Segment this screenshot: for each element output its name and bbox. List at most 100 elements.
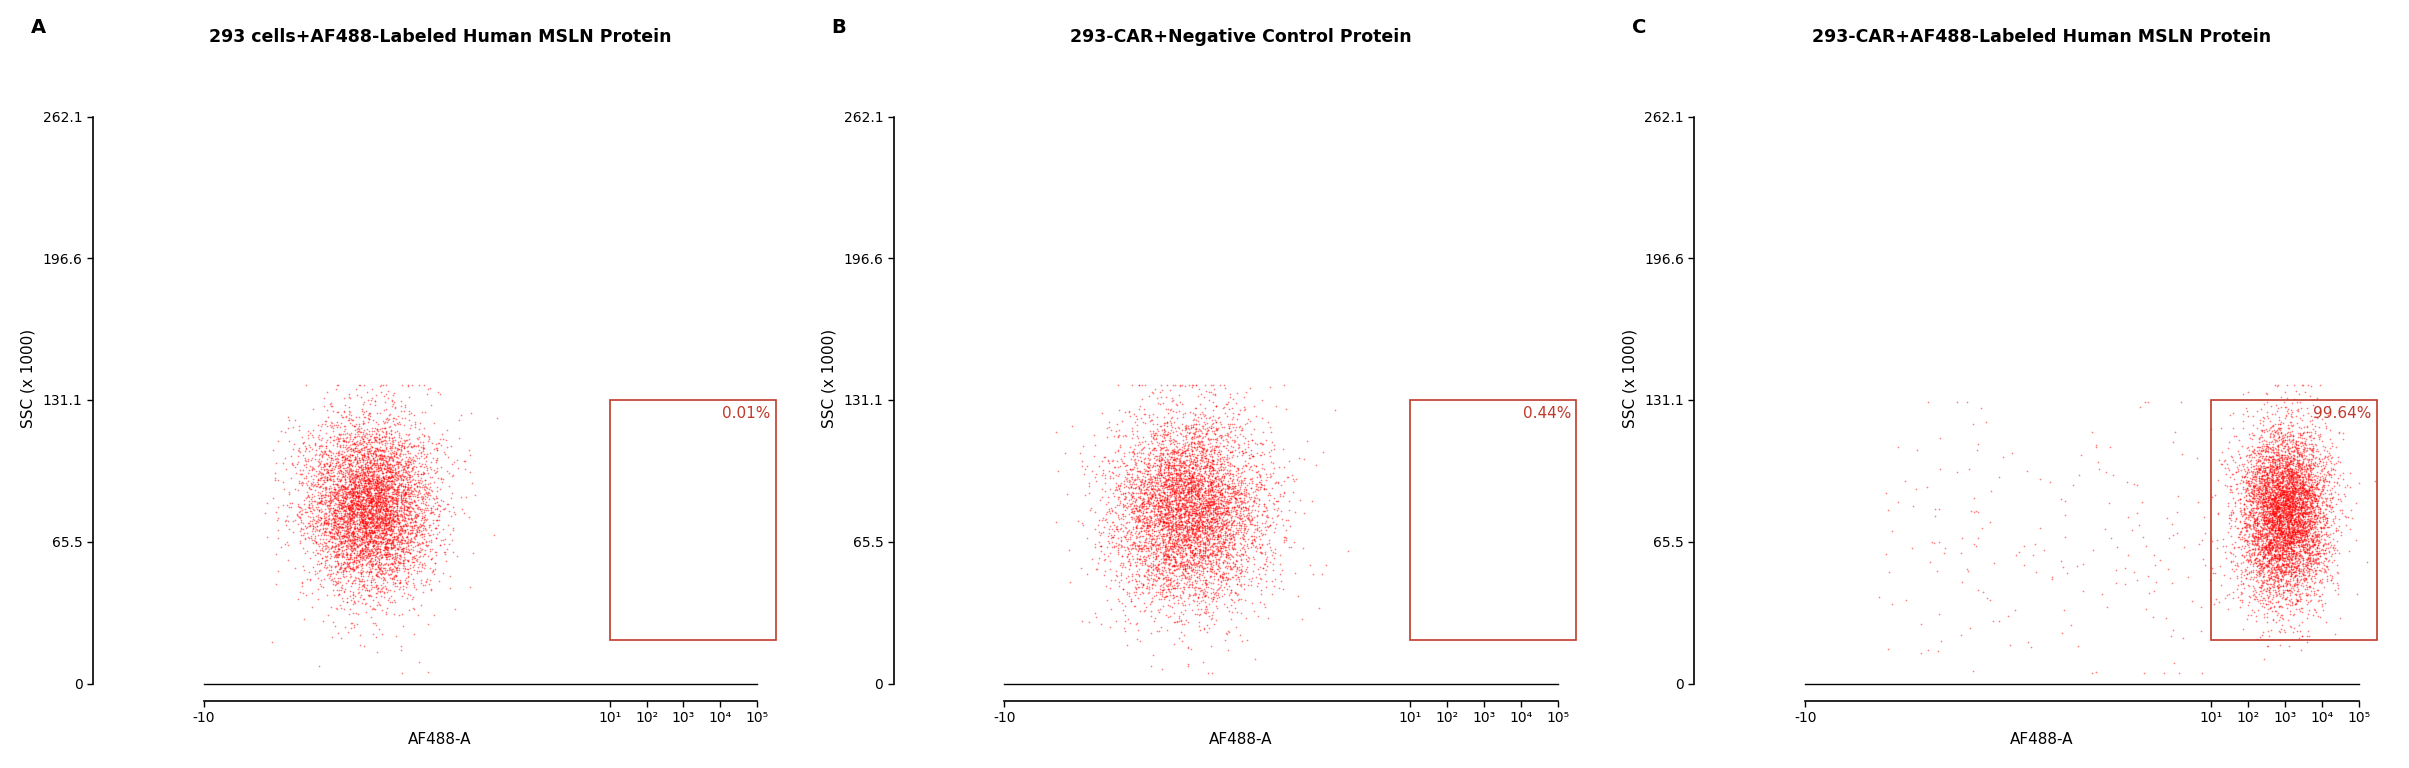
Point [2293, 555, 2332, 568]
Point [2226, 507, 2264, 519]
Point [2260, 505, 2298, 518]
Point [349, 485, 388, 498]
Point [2281, 588, 2320, 601]
Point [2279, 603, 2317, 615]
Point [2262, 438, 2301, 450]
Point [352, 547, 390, 559]
Point [1255, 552, 1294, 564]
Point [352, 513, 390, 525]
Point [1156, 590, 1195, 602]
Point [402, 468, 441, 481]
Point [294, 479, 332, 492]
Point [323, 529, 361, 541]
Point [344, 503, 383, 515]
Point [390, 505, 429, 517]
Point [1197, 540, 1236, 552]
Point [1137, 550, 1176, 562]
Point [1183, 449, 1221, 461]
Point [2252, 508, 2291, 520]
Point [1190, 548, 1229, 560]
Point [2262, 525, 2301, 538]
Point [316, 510, 354, 522]
Point [1178, 564, 1217, 577]
Point [2252, 442, 2291, 454]
Point [2264, 502, 2303, 514]
Point [328, 515, 366, 528]
Point [1171, 542, 1209, 554]
Point [1135, 476, 1173, 488]
Point [2257, 515, 2296, 527]
Point [1221, 548, 1260, 561]
Point [2298, 561, 2337, 574]
Point [2277, 527, 2315, 539]
Point [352, 583, 390, 595]
Point [347, 527, 385, 539]
Point [1980, 472, 2019, 484]
Point [2272, 531, 2310, 544]
Point [344, 517, 383, 529]
Point [2248, 386, 2286, 399]
Point [371, 495, 410, 508]
Point [316, 507, 354, 519]
Point [1168, 442, 1207, 454]
Point [1178, 422, 1217, 434]
Point [2267, 566, 2305, 578]
Point [1164, 594, 1202, 607]
Point [2281, 554, 2320, 567]
Point [1185, 482, 1224, 494]
Point [2255, 494, 2293, 506]
Point [361, 568, 400, 580]
Point [1212, 587, 1250, 599]
Point [2255, 510, 2293, 522]
Point [2291, 505, 2330, 518]
Point [1185, 539, 1224, 551]
Point [352, 502, 390, 514]
Point [1188, 498, 1226, 511]
Point [2279, 469, 2317, 482]
Point [323, 451, 361, 463]
Point [2252, 508, 2291, 521]
Point [1130, 468, 1168, 481]
Point [2267, 577, 2305, 589]
Point [1176, 564, 1214, 577]
Point [1099, 519, 1137, 531]
Point [1130, 495, 1168, 508]
Point [1190, 465, 1229, 477]
Point [361, 502, 400, 514]
Point [2248, 532, 2286, 545]
Point [366, 489, 405, 502]
Point [2274, 487, 2313, 499]
Point [323, 522, 361, 535]
Point [388, 504, 426, 516]
Point [2245, 452, 2284, 465]
Point [352, 500, 390, 512]
Point [357, 547, 395, 559]
Point [347, 557, 385, 569]
Point [1238, 482, 1277, 495]
Point [1154, 598, 1192, 610]
Point [422, 505, 460, 517]
Point [325, 508, 364, 520]
Point [395, 490, 434, 502]
Point [2260, 482, 2298, 494]
Point [1176, 458, 1214, 471]
Point [1195, 537, 1233, 549]
Point [352, 576, 390, 588]
Point [2257, 538, 2296, 551]
Point [2269, 434, 2308, 446]
Point [2279, 536, 2317, 548]
Point [2236, 474, 2274, 486]
Point [1241, 568, 1279, 580]
Point [1164, 515, 1202, 528]
Point [419, 437, 458, 449]
Point [2289, 454, 2327, 466]
Point [2277, 453, 2315, 465]
Point [335, 475, 373, 487]
Point [2243, 502, 2281, 515]
Point [1241, 541, 1279, 553]
Point [388, 466, 426, 478]
Point [2250, 543, 2289, 555]
Point [1135, 425, 1173, 437]
Point [2233, 445, 2272, 458]
Point [2262, 528, 2301, 540]
